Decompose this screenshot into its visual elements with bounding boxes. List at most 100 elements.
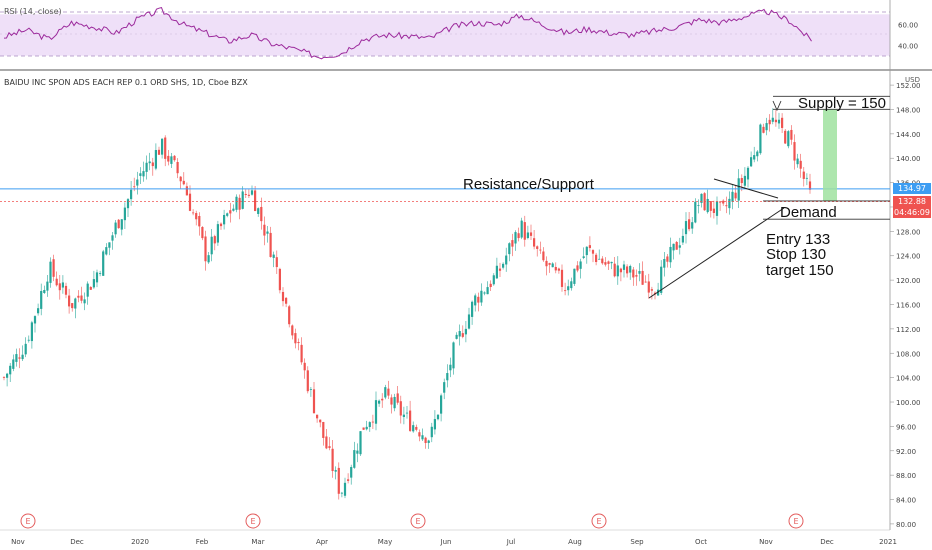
candle-body	[539, 249, 542, 251]
candle-body	[2, 377, 6, 378]
candle-body	[808, 181, 812, 190]
candle-body	[712, 208, 715, 213]
candle-body	[489, 283, 492, 288]
price-tick-label: 96.00	[896, 423, 916, 431]
candle-body	[148, 161, 151, 164]
earnings-marker-icon[interactable]	[591, 513, 607, 529]
candle-body	[235, 196, 238, 210]
candle-body	[728, 198, 731, 209]
candle-body	[564, 290, 567, 292]
rsi-pane: RSI (14, close) 40.00 60.00	[0, 7, 918, 60]
candle-body	[297, 342, 300, 344]
candle-body	[46, 281, 49, 291]
candle-body	[254, 190, 257, 212]
candle-body	[198, 216, 201, 227]
candle-body	[58, 283, 61, 291]
earnings-marker-icon[interactable]	[410, 513, 426, 529]
candle-body	[595, 254, 598, 263]
candle-body	[232, 208, 235, 211]
candle-body	[629, 265, 632, 273]
candles	[2, 108, 812, 500]
candle-body	[461, 333, 464, 337]
candle-body	[505, 255, 508, 265]
candle-body	[356, 450, 359, 454]
candle-body	[164, 137, 167, 159]
candle-body	[368, 422, 371, 428]
candle-body	[666, 256, 669, 262]
stop-label: Stop 130	[766, 246, 826, 263]
candle-body	[114, 222, 117, 235]
candle-body	[498, 268, 502, 271]
candle-body	[641, 270, 644, 285]
candle-body	[157, 149, 161, 155]
candle-body	[557, 268, 560, 271]
candle-body	[533, 238, 536, 247]
candle-body	[312, 389, 316, 414]
candle-body	[576, 265, 579, 271]
candle-body	[154, 150, 157, 169]
candle-body	[638, 271, 641, 274]
candle-body	[477, 296, 480, 303]
price-tick-label: 100.00	[896, 399, 921, 407]
candle-body	[244, 193, 247, 195]
candle-body	[805, 177, 808, 179]
candle-body	[185, 186, 188, 196]
candle-body	[495, 265, 498, 279]
candle-body	[176, 161, 179, 174]
time-tick-label: Nov	[759, 538, 773, 546]
candle-body	[759, 124, 762, 154]
candle-body	[402, 414, 405, 417]
candle-body	[142, 171, 145, 177]
candle-body	[601, 258, 604, 264]
candle-body	[33, 316, 37, 324]
earnings-marker-icon[interactable]	[788, 513, 804, 529]
candle-body	[378, 400, 381, 404]
price-axis[interactable]: 80.00 84.00 88.00 92.00 96.00 100.00 104.00 108…	[890, 82, 921, 529]
candle-body	[542, 251, 545, 261]
candle-body	[799, 160, 802, 169]
candle-body	[753, 155, 756, 160]
candle-body	[328, 446, 331, 448]
supply-zone	[823, 109, 837, 201]
candle-body	[219, 223, 223, 227]
candle-body	[573, 268, 576, 284]
target-label: target 150	[766, 262, 834, 279]
earnings-marker-icon[interactable]	[245, 513, 261, 529]
candle-body	[430, 426, 433, 438]
price-tick-label: 124.00	[896, 253, 921, 261]
price-tick-label: 92.00	[896, 448, 916, 456]
earnings-marker-icon[interactable]	[20, 513, 36, 529]
candle-body	[613, 263, 616, 277]
price-tick-label: 120.00	[896, 277, 921, 285]
time-tick-label: Nov	[11, 538, 25, 546]
earnings-marker-label: E	[793, 517, 798, 526]
candle-body	[340, 492, 343, 494]
candle-body	[12, 359, 15, 369]
candle-body	[74, 298, 77, 309]
candle-body	[412, 425, 415, 432]
candle-body	[421, 435, 424, 440]
candle-body	[449, 364, 452, 371]
candle-body	[688, 219, 691, 230]
time-axis[interactable]: Nov Dec 2020 Feb Mar Apr May Jun Jul Aug Sep Oct Nov…	[0, 529, 897, 546]
price-tick-label: 80.00	[896, 521, 916, 529]
candle-body	[241, 191, 244, 209]
candle-body	[229, 210, 232, 214]
candle-body	[464, 328, 467, 335]
candle-body	[374, 400, 378, 424]
candle-body	[161, 138, 164, 155]
candle-body	[672, 243, 675, 251]
candle-body	[663, 258, 666, 268]
candle-body	[353, 450, 356, 468]
candle-body	[777, 119, 781, 124]
candle-body	[604, 262, 607, 265]
price-tick-label: 140.00	[896, 155, 921, 163]
candle-body	[201, 227, 204, 239]
candle-body	[635, 275, 638, 277]
candle-body	[117, 219, 120, 229]
candle-body	[381, 398, 384, 401]
candle-body	[207, 255, 210, 263]
price-tick-label: 128.00	[896, 228, 921, 236]
